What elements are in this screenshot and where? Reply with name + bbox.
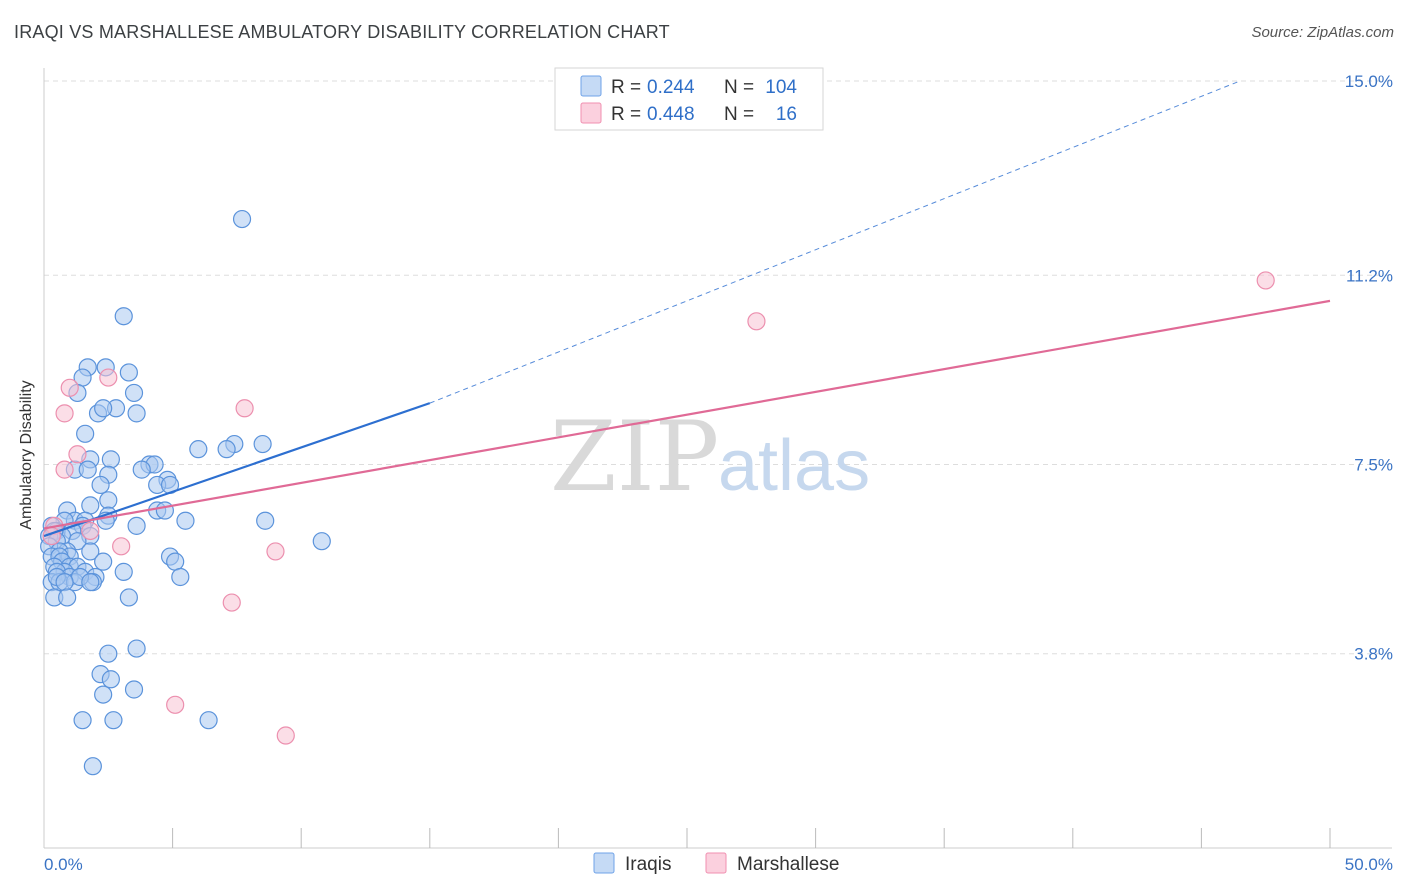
iraqis-point[interactable] [76,424,95,443]
marshallese-point[interactable] [276,726,295,745]
iraqis-point[interactable] [171,567,190,587]
marshallese-trend-line [43,299,1331,530]
iraqis-point[interactable] [127,639,146,658]
iraqis-point[interactable] [55,573,74,592]
iraqis-point[interactable] [253,434,272,454]
series-legend-marshallese[interactable]: Marshallese [737,854,839,875]
legend-r-value-iraqis: 0.244 [647,77,695,98]
legend-n-value-iraqis: 104 [765,77,797,98]
data-points [40,209,1331,776]
marshallese-point[interactable] [68,445,87,464]
y-tick-label: 15.0% [1345,72,1393,91]
series-legend: Iraqis Marshallese [593,852,839,875]
iraqis-point[interactable] [127,404,146,423]
iraqis-point[interactable] [78,460,97,479]
iraqis-point[interactable] [114,562,133,581]
iraqis-point[interactable] [101,670,120,689]
y-tick-label: 11.2% [1346,266,1393,285]
legend-r-label-iraqis: R = [611,77,641,98]
legend-r-value-marshallese: 0.448 [647,104,695,125]
marshallese-point[interactable] [55,404,74,423]
marshallese-point[interactable] [112,537,131,556]
series-legend-iraqis[interactable]: Iraqis [625,854,671,875]
iraqis-point[interactable] [81,542,100,561]
source-label: Source: ZipAtlas.com [1251,24,1394,41]
iraqis-point[interactable] [81,496,100,515]
y-tick-label: 3.8% [1354,645,1393,664]
iraqis-point[interactable] [127,516,146,535]
legend-r-label-marshallese: R = [611,104,641,125]
iraqis-point[interactable] [119,363,138,382]
iraqis-point[interactable] [176,511,195,530]
iraqis-point[interactable] [99,644,118,663]
iraqis-point[interactable] [104,711,123,730]
y-tick-label: 7.5% [1354,456,1393,475]
series-legend-swatch-iraqis[interactable] [593,852,615,874]
iraqis-point[interactable] [119,588,138,607]
iraqis-point[interactable] [114,307,133,326]
marshallese-point[interactable] [81,521,100,541]
iraqis-point[interactable] [166,552,185,571]
marshallese-point[interactable] [222,593,241,612]
iraqis-point[interactable] [312,532,331,551]
legend-n-label-iraqis: N = [724,77,754,98]
axes [43,68,1392,849]
x-tick-label-max: 50.0% [1345,855,1393,874]
iraqis-trend-extension [429,80,1241,404]
iraqis-trend-line [43,402,431,538]
iraqis-point[interactable] [94,552,113,571]
iraqis-point[interactable] [94,685,113,704]
watermark-zip: ZIP [550,401,719,513]
marshallese-point[interactable] [99,368,118,387]
marshallese-point[interactable] [266,542,285,561]
x-tick-labels: 0.0% 50.0% [44,855,1393,874]
marshallese-point[interactable] [60,378,79,397]
iraqis-point[interactable] [73,711,92,730]
legend-n-value-marshallese: 16 [776,104,797,125]
grid [44,80,1392,655]
legend-swatch-iraqis [580,75,602,97]
trend-lines [429,80,1241,404]
legend-n-label-marshallese: N = [724,104,754,125]
marshallese-point[interactable] [55,460,74,479]
iraqis-point[interactable] [124,383,144,403]
marshallese-point[interactable] [235,399,254,418]
watermark-atlas: atlas [718,426,870,506]
y-tick-labels: 3.8% 7.5% 11.2% 15.0% [1345,72,1393,664]
watermark: ZIP atlas [550,401,870,513]
iraqis-point[interactable] [81,573,100,592]
iraqis-point[interactable] [91,475,110,495]
chart-title: IRAQI VS MARSHALLESE AMBULATORY DISABILI… [14,22,670,42]
iraqis-point[interactable] [155,501,174,520]
x-tick-label-min: 0.0% [44,855,83,874]
series-legend-swatch-marshallese[interactable] [705,852,727,874]
marshallese-point[interactable] [1256,271,1275,290]
iraqis-point[interactable] [256,511,275,530]
iraqis-point[interactable] [124,680,144,699]
marshallese-point[interactable] [166,695,185,714]
iraqis-point[interactable] [83,757,102,776]
legend-swatch-marshallese [580,102,602,124]
marshallese-point[interactable] [747,312,766,331]
iraqis-point[interactable] [99,491,118,510]
iraqis-point[interactable] [232,209,252,229]
iraqis-point[interactable] [58,588,77,607]
iraqis-point[interactable] [101,450,120,469]
correlation-legend: R = 0.244 N = 104 R = 0.448 N = 16 [554,67,824,131]
iraqis-point[interactable] [199,711,218,730]
iraqis-point[interactable] [189,440,208,459]
iraqis-point[interactable] [132,460,151,479]
iraqis-point[interactable] [217,440,236,459]
iraqis-point[interactable] [94,399,113,418]
